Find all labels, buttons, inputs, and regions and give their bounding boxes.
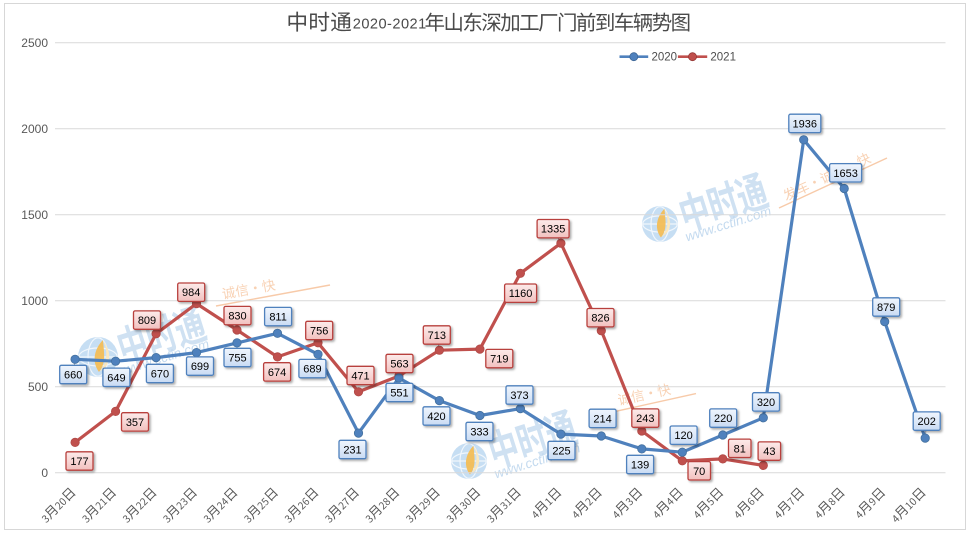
svg-text:120: 120 [674, 430, 692, 442]
svg-text:699: 699 [191, 361, 209, 373]
svg-text:471: 471 [351, 371, 369, 383]
svg-text:43: 43 [763, 446, 775, 458]
svg-text:670: 670 [151, 369, 169, 381]
svg-text:139: 139 [631, 460, 649, 472]
svg-text:202: 202 [918, 416, 936, 428]
svg-text:755: 755 [228, 353, 246, 365]
svg-text:0: 0 [41, 466, 48, 480]
svg-text:756: 756 [310, 326, 328, 338]
svg-text:373: 373 [510, 390, 528, 402]
svg-text:243: 243 [636, 413, 654, 425]
svg-text:809: 809 [138, 315, 156, 327]
svg-text:1335: 1335 [541, 224, 565, 236]
svg-text:81: 81 [734, 443, 746, 455]
svg-text:1936: 1936 [793, 118, 817, 130]
svg-text:2000: 2000 [21, 122, 48, 136]
svg-text:830: 830 [228, 311, 246, 323]
svg-text:1653: 1653 [833, 168, 857, 180]
svg-text:563: 563 [390, 359, 408, 371]
svg-text:879: 879 [877, 302, 895, 314]
svg-text:2020: 2020 [652, 52, 678, 64]
svg-text:320: 320 [757, 397, 775, 409]
svg-text:649: 649 [107, 372, 125, 384]
svg-text:826: 826 [591, 313, 609, 325]
svg-text:225: 225 [552, 446, 570, 458]
svg-text:719: 719 [490, 354, 508, 366]
svg-text:2021: 2021 [710, 52, 736, 64]
svg-text:674: 674 [268, 367, 286, 379]
svg-text:214: 214 [593, 413, 611, 425]
svg-text:177: 177 [70, 456, 88, 468]
svg-text:333: 333 [470, 427, 488, 439]
svg-text:220: 220 [714, 413, 732, 425]
svg-text:811: 811 [269, 312, 287, 324]
svg-text:2500: 2500 [21, 36, 48, 50]
svg-text:984: 984 [182, 287, 200, 299]
svg-text:1160: 1160 [509, 288, 533, 300]
svg-text:357: 357 [126, 417, 144, 429]
svg-text:231: 231 [343, 445, 361, 457]
svg-text:70: 70 [693, 466, 705, 478]
svg-text:660: 660 [64, 370, 82, 382]
svg-text:1000: 1000 [21, 294, 48, 308]
svg-text:500: 500 [28, 380, 48, 394]
svg-text:551: 551 [390, 388, 408, 400]
svg-text:689: 689 [303, 364, 321, 376]
svg-text:713: 713 [428, 330, 446, 342]
svg-text:1500: 1500 [21, 208, 48, 222]
svg-text:420: 420 [427, 411, 445, 423]
svg-text:2020-2021: 2020-2021 [353, 17, 427, 33]
